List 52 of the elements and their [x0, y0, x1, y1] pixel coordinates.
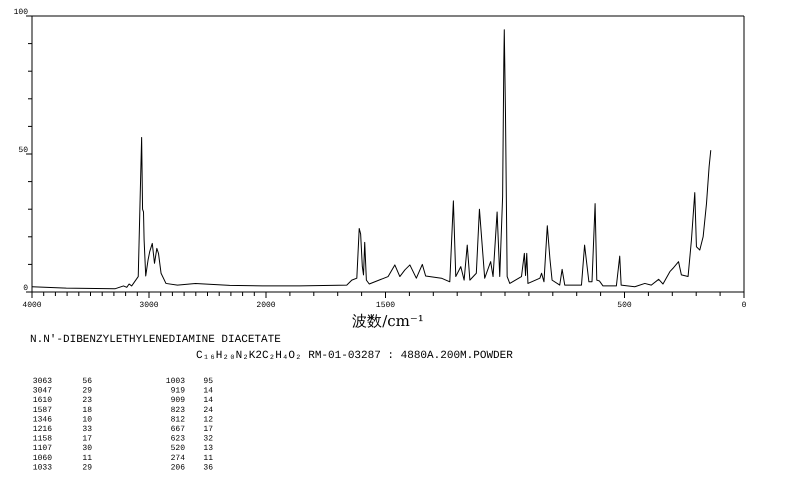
text: 30 [82, 444, 92, 454]
text: 3047 [32, 386, 52, 396]
y-tick-label: 100 [14, 8, 28, 17]
text: 1216 [32, 425, 52, 434]
x-tick-label: 500 [617, 301, 632, 310]
text: 206 [170, 463, 186, 472]
text: 909 [170, 396, 186, 406]
x-axis-title: 波数/cm⁻¹ [352, 312, 424, 330]
text: 95 [203, 377, 214, 386]
text: 14 [203, 386, 214, 396]
text: 11 [203, 454, 214, 463]
text: 18 [82, 406, 92, 415]
text: 1107 [32, 444, 52, 454]
y-tick-label: 0 [23, 284, 28, 293]
text: 1003 [166, 377, 186, 386]
text: 1587 [32, 406, 52, 415]
text: 11 [82, 454, 92, 463]
text: 10 [82, 415, 92, 424]
text: 1346 [32, 415, 52, 424]
text: 812 [170, 415, 186, 424]
x-tick-label: 2000 [256, 301, 276, 310]
text: 520 [170, 444, 186, 454]
text: 13 [203, 444, 214, 454]
text: 14 [203, 396, 214, 406]
text: 33 [82, 425, 92, 434]
text: 1033 [32, 463, 52, 472]
y-tick-label: 50 [18, 146, 28, 155]
x-tick-label: 3000 [139, 301, 159, 310]
text: 12 [203, 415, 214, 424]
text: 1610 [32, 396, 52, 406]
text: 823 [170, 406, 186, 415]
text: 32 [203, 434, 214, 444]
text: 29 [82, 463, 92, 472]
x-tick-label: 1500 [376, 301, 396, 310]
text: 667 [170, 425, 186, 434]
text: 24 [203, 406, 214, 415]
x-tick-label: 4000 [22, 301, 42, 310]
text: 274 [170, 454, 186, 463]
text: 36 [203, 463, 214, 472]
text: C₁₆H₂₀N₂K2C₂H₄O₂ RM-01-03287 : 4880A.200M.POWDER [196, 350, 514, 362]
text: 29 [82, 386, 92, 396]
x-tick-label: 0 [742, 301, 747, 310]
text: 56 [82, 377, 92, 386]
text: 1060 [32, 454, 52, 463]
text: 23 [82, 396, 92, 406]
text: N.N'-DIBENZYLETHYLENEDIAMINE DIACETATE [30, 334, 282, 346]
text: 3063 [32, 377, 52, 386]
text: 17 [82, 434, 92, 444]
text: 17 [203, 425, 214, 434]
text: 623 [170, 434, 186, 444]
text: 919 [170, 386, 186, 396]
text: 1158 [32, 434, 52, 444]
